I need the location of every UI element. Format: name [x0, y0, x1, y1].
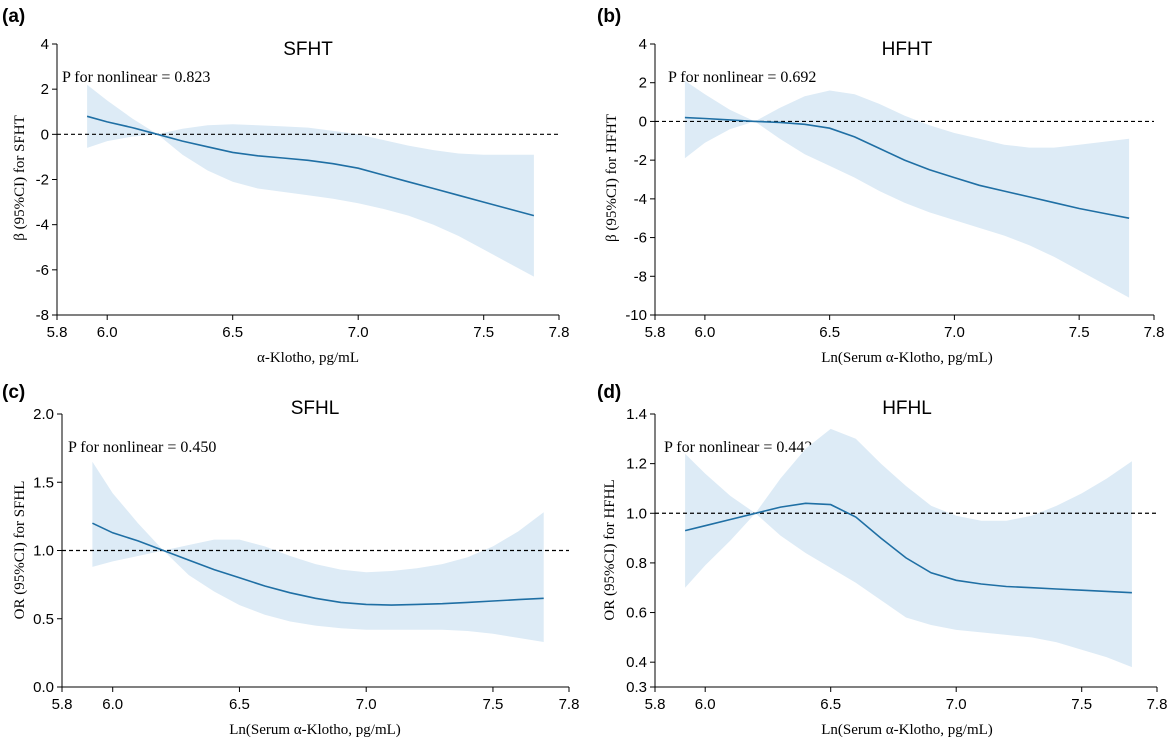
y-tick-label: 0.4: [626, 654, 647, 671]
plot-area: 0.0 0.5 1.0 1.5 2.0 5.8 6.0 6.5 7.0 7.5 7.8: [33, 406, 579, 713]
y-tick-label: 0.3: [626, 679, 647, 696]
y-tick-label: -8: [634, 268, 647, 285]
x-tick-label: 7.0: [356, 696, 377, 713]
x-tick-label: 7.0: [944, 324, 965, 341]
y-axis-label: β (95%CI) for HFHT: [604, 114, 620, 242]
y-tick-label: -10: [625, 307, 647, 324]
estimate-line: [86, 115, 535, 217]
plot-area: 0.3 0.4 0.6 0.8 1.0 1.2 1.4 5.8 6.0 6.5 7.0 7.5 7.8: [626, 406, 1167, 713]
panel-d: (d) HFHL P for nonlinear = 0.442 Ln(Seru…: [597, 382, 1167, 738]
x-tick-label: 6.5: [820, 696, 841, 713]
y-tick-label: 1.4: [626, 406, 647, 423]
panel-label: (c): [2, 382, 25, 403]
y-tick-label: 0.5: [33, 611, 54, 628]
p-nonlinear-annotation: P for nonlinear = 0.823: [62, 69, 210, 86]
estimate-line: [684, 116, 1130, 219]
confidence-band: [685, 428, 1132, 668]
x-tick-label: 5.8: [47, 324, 68, 341]
x-axis-label: α-Klotho, pg/mL: [257, 350, 359, 366]
x-tick-label: 7.5: [473, 324, 494, 341]
x-tick-label: 7.5: [1071, 696, 1092, 713]
y-tick-label: 1.2: [626, 456, 647, 473]
plot-area: -8 -6 -4 -2 0 2 4 5.8 6.0 6.5 7.0 7.5 7.8: [36, 36, 570, 341]
chart-title: SFHT: [283, 39, 333, 60]
y-tick-label: -2: [634, 152, 647, 169]
panel-c: (c) SFHL P for nonlinear = 0.450 Ln(Seru…: [2, 382, 579, 738]
y-tick-label: -6: [36, 262, 49, 279]
confidence-band: [87, 84, 534, 277]
x-tick-label: 5.8: [52, 696, 73, 713]
plot-area: -10 -8 -6 -4 -2 0 2 4 5.8 6.0 6.5 7.0 7.5 7.8: [625, 36, 1164, 341]
estimate-line: [684, 502, 1132, 594]
x-tick-label: 5.8: [645, 696, 666, 713]
y-tick-label: 1.0: [33, 543, 54, 560]
x-tick-label: 6.5: [229, 696, 250, 713]
confidence-band: [684, 80, 1130, 298]
chart-title: HFHT: [882, 39, 933, 60]
x-tick-label: 7.0: [348, 324, 369, 341]
x-tick-label: 6.0: [695, 696, 716, 713]
y-tick-label: -2: [36, 172, 49, 189]
y-tick-label: 0: [639, 113, 647, 130]
x-axis-label: Ln(Serum α-Klotho, pg/mL): [821, 350, 993, 366]
x-tick-label: 6.0: [694, 324, 715, 341]
x-tick-label: 7.8: [1144, 324, 1165, 341]
y-tick-label: -8: [36, 307, 49, 324]
y-tick-label: -4: [634, 191, 647, 208]
p-nonlinear-annotation: P for nonlinear = 0.450: [68, 439, 216, 456]
x-tick-label: 5.8: [645, 324, 666, 341]
p-nonlinear-annotation: P for nonlinear = 0.692: [668, 69, 816, 86]
y-axis-label: OR (95%CI) for SFHL: [12, 481, 28, 620]
panel-label: (b): [597, 6, 621, 27]
x-tick-label: 6.0: [102, 696, 123, 713]
panel-label: (a): [2, 6, 25, 27]
x-tick-label: 7.8: [549, 324, 570, 341]
y-tick-label: 4: [41, 36, 49, 53]
x-axis-label: Ln(Serum α-Klotho, pg/mL): [229, 722, 401, 738]
panel-label: (d): [597, 382, 621, 403]
x-tick-label: 6.5: [819, 324, 840, 341]
panel-b: (b) HFHT P for nonlinear = 0.692 Ln(Seru…: [597, 6, 1164, 366]
x-tick-label: 7.8: [559, 696, 580, 713]
estimate-line: [92, 522, 544, 606]
chart-title: HFHL: [882, 398, 932, 419]
x-tick-label: 6.0: [97, 324, 118, 341]
chart-title: SFHL: [291, 398, 340, 419]
y-tick-label: 0.8: [626, 555, 647, 572]
x-tick-label: 7.8: [1147, 696, 1168, 713]
x-tick-label: 7.5: [1069, 324, 1090, 341]
y-tick-label: 2.0: [33, 406, 54, 423]
panel-a: (a) SFHT P for nonlinear = 0.823 α-Kloth…: [2, 6, 569, 366]
confidence-band: [92, 461, 544, 642]
y-tick-label: -4: [36, 217, 49, 234]
p-nonlinear-annotation: P for nonlinear = 0.442: [664, 439, 812, 456]
x-tick-label: 6.5: [222, 324, 243, 341]
y-tick-label: 0: [41, 126, 49, 143]
y-axis-label: OR (95%CI) for HFHL: [602, 479, 618, 620]
y-tick-label: 0.0: [33, 679, 54, 696]
y-axis-label: β (95%CI) for SFHT: [12, 115, 28, 241]
y-tick-label: 2: [639, 75, 647, 92]
x-axis-label: Ln(Serum α-Klotho, pg/mL): [821, 722, 993, 738]
y-tick-label: -6: [634, 230, 647, 247]
y-tick-label: 1.0: [626, 505, 647, 522]
y-tick-label: 1.5: [33, 474, 54, 491]
y-tick-label: 4: [639, 36, 647, 53]
x-tick-label: 7.0: [946, 696, 967, 713]
x-tick-label: 7.5: [483, 696, 504, 713]
y-tick-label: 2: [41, 81, 49, 98]
y-tick-label: 0.6: [626, 605, 647, 622]
